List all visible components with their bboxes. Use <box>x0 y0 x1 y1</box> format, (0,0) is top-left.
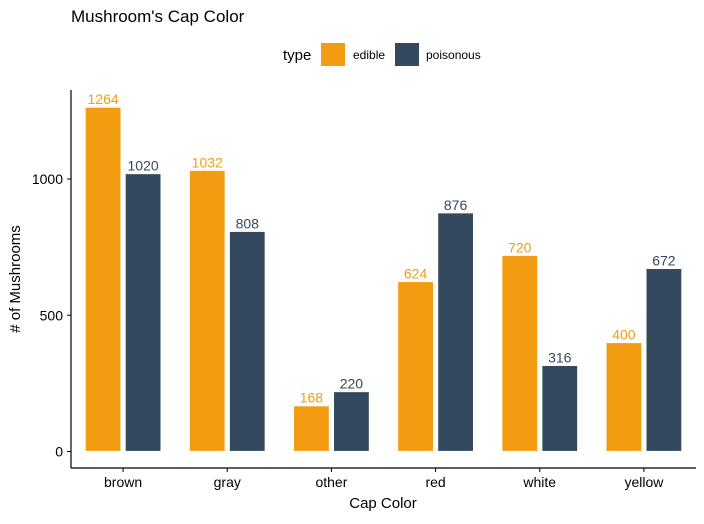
value-label-gray-edible: 1032 <box>192 154 223 170</box>
bars-layer <box>84 106 683 453</box>
bar-other-poisonous <box>332 390 371 453</box>
bar-brown-edible <box>84 106 122 453</box>
x-tick-label-white: white <box>522 474 556 490</box>
y-tick-label-500: 500 <box>40 307 64 323</box>
legend: type edible poisonous <box>283 43 481 66</box>
x-tick-label-brown: brown <box>104 474 142 490</box>
value-label-other-edible: 168 <box>300 390 324 406</box>
y-tick-label-0: 0 <box>55 444 63 460</box>
bar-gray-poisonous <box>228 230 266 453</box>
legend-label-edible: edible <box>353 48 385 62</box>
bar-white-edible <box>501 254 539 453</box>
value-label-brown-edible: 1264 <box>88 91 119 107</box>
value-label-red-edible: 624 <box>404 265 428 281</box>
legend-label-poisonous: poisonous <box>426 48 481 62</box>
x-tick-label-yellow: yellow <box>624 474 664 490</box>
chart-title: Mushroom's Cap Color <box>71 7 245 26</box>
bar-gray-edible <box>188 169 226 453</box>
value-label-yellow-poisonous: 672 <box>652 252 676 268</box>
value-label-brown-poisonous: 1020 <box>128 158 159 174</box>
bar-brown-poisonous <box>124 172 162 453</box>
bar-yellow-poisonous <box>645 267 683 453</box>
legend-key-edible <box>321 43 345 66</box>
x-tick-label-other: other <box>315 474 347 490</box>
x-axis-label: Cap Color <box>349 495 417 512</box>
value-label-gray-poisonous: 808 <box>236 215 260 231</box>
bar-yellow-edible <box>605 341 643 453</box>
bar-red-poisonous <box>436 212 475 453</box>
y-axis-label: # of Mushrooms <box>7 225 24 333</box>
value-label-yellow-edible: 400 <box>612 327 636 343</box>
y-tick-label-1000: 1000 <box>32 171 63 187</box>
x-tick-label-gray: gray <box>214 474 241 490</box>
legend-title: type <box>283 47 311 64</box>
value-label-white-edible: 720 <box>508 239 532 255</box>
bar-white-poisonous <box>541 364 579 453</box>
x-axis-ticks: brown gray other red white yellow <box>104 468 664 490</box>
legend-key-poisonous <box>395 43 419 66</box>
y-axis-ticks: 0 500 1000 <box>32 171 71 460</box>
bar-red-edible <box>396 280 435 453</box>
value-labels-layer: 1264 1020 1032 808 168 220 624 876 720 316 400 672 <box>88 91 676 406</box>
value-label-red-poisonous: 876 <box>444 197 468 213</box>
x-tick-label-red: red <box>425 474 445 490</box>
value-label-white-poisonous: 316 <box>548 349 572 365</box>
value-label-other-poisonous: 220 <box>340 376 364 392</box>
bar-other-edible <box>292 405 331 453</box>
